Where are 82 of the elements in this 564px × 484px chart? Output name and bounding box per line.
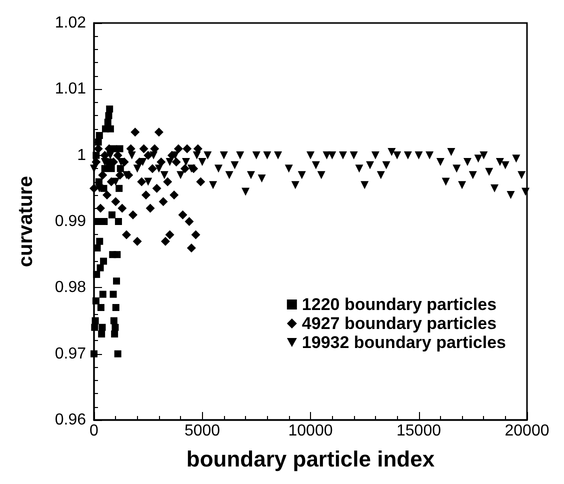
point — [100, 258, 108, 265]
point — [174, 144, 183, 154]
legend-label: 1220 boundary particles — [302, 295, 497, 314]
x-axis-title: boundary particle index — [186, 446, 436, 472]
y-tick-label: 0.97 — [54, 345, 86, 362]
point — [160, 236, 170, 246]
point — [114, 251, 121, 258]
point — [128, 210, 138, 220]
point — [96, 204, 105, 213]
point — [186, 243, 196, 252]
point — [116, 145, 124, 152]
point — [170, 190, 179, 200]
y-tick-label: 1.01 — [54, 80, 86, 98]
point — [122, 230, 131, 240]
point — [108, 211, 116, 218]
y-tick-label: 1 — [77, 146, 86, 164]
point — [92, 317, 99, 324]
point — [110, 290, 117, 298]
point — [102, 190, 112, 200]
point — [104, 118, 112, 126]
point — [112, 324, 119, 331]
point — [163, 177, 172, 186]
point — [106, 125, 114, 132]
point — [98, 330, 106, 338]
point — [116, 165, 124, 172]
point — [146, 204, 155, 213]
point — [114, 350, 122, 358]
point — [184, 217, 194, 226]
point — [152, 184, 162, 193]
point — [178, 210, 188, 220]
point — [94, 138, 102, 146]
point — [180, 164, 190, 174]
point — [182, 144, 192, 154]
point — [165, 230, 174, 240]
point — [91, 324, 98, 331]
point — [191, 230, 200, 240]
point — [113, 278, 120, 285]
point — [116, 184, 123, 192]
x-tick-label: 15000 — [396, 422, 442, 440]
point — [111, 330, 118, 338]
point — [137, 177, 146, 186]
point — [90, 350, 98, 358]
point — [97, 304, 104, 312]
point — [99, 290, 106, 298]
y-tick-label: 0.98 — [54, 279, 86, 296]
point — [158, 197, 168, 206]
legend-label: 19932 boundary particles — [302, 333, 506, 352]
point — [92, 152, 100, 159]
y-tick-label: 0.96 — [54, 412, 86, 428]
point — [100, 218, 108, 225]
point — [172, 157, 181, 166]
x-tick-label: 10000 — [288, 422, 333, 440]
point — [118, 204, 127, 213]
point — [108, 165, 115, 172]
point — [196, 177, 206, 186]
y-axis-title: curvature — [15, 176, 37, 268]
x-tick-label: 0 — [90, 422, 99, 440]
point — [106, 106, 114, 113]
point — [105, 112, 112, 120]
y-tick-label: 0.99 — [54, 213, 86, 230]
point — [98, 170, 108, 180]
x-tick-label: 5000 — [184, 422, 220, 440]
point — [114, 218, 122, 225]
point — [96, 264, 104, 272]
point — [111, 197, 120, 206]
point — [154, 128, 164, 137]
y-tick-label: 1.02 — [54, 14, 86, 32]
point — [96, 132, 103, 139]
point — [148, 164, 157, 174]
point — [110, 317, 118, 324]
point — [96, 238, 104, 245]
point — [98, 324, 106, 331]
point — [92, 297, 100, 304]
legend-label: 4927 boundary particles — [302, 314, 497, 333]
point — [94, 244, 101, 252]
point — [141, 190, 150, 200]
point — [139, 144, 148, 154]
point — [93, 270, 100, 278]
point — [112, 304, 120, 312]
x-tick-label: 20000 — [504, 422, 550, 440]
point — [130, 128, 140, 137]
point — [132, 236, 142, 246]
